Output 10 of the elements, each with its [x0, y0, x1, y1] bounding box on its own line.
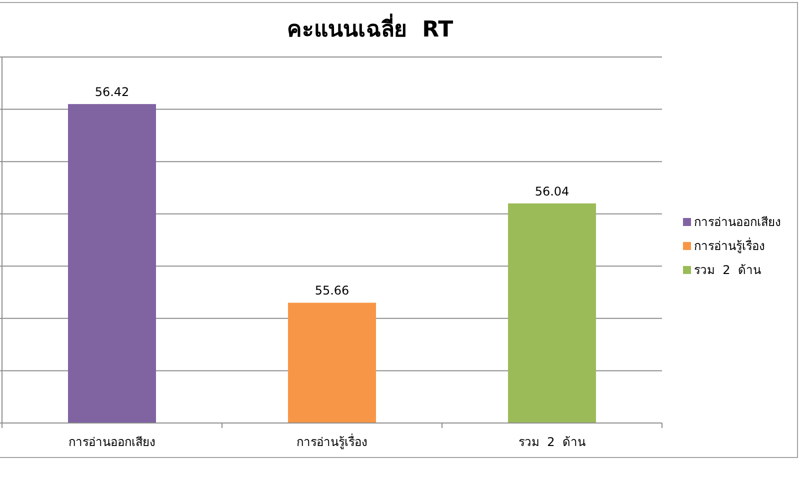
legend-label: รวม 2 ด้าน	[694, 263, 761, 277]
x-tick-label: รวม 2 ด้าน	[518, 435, 586, 449]
chart-title: คะแนนเฉลี่ย RT	[286, 12, 454, 42]
data-label: 56.04	[534, 184, 570, 198]
legend-label: การอ่านออกเสียง	[694, 215, 781, 229]
data-label: 56.42	[94, 85, 130, 100]
legend-label: การอ่านรู้เรื่อง	[694, 237, 765, 254]
data-label: 55.66	[314, 284, 350, 298]
x-tick-label: การอ่านรู้เรื่อง	[296, 433, 368, 450]
x-tick-label: การอ่านออกเสียง	[68, 435, 156, 449]
